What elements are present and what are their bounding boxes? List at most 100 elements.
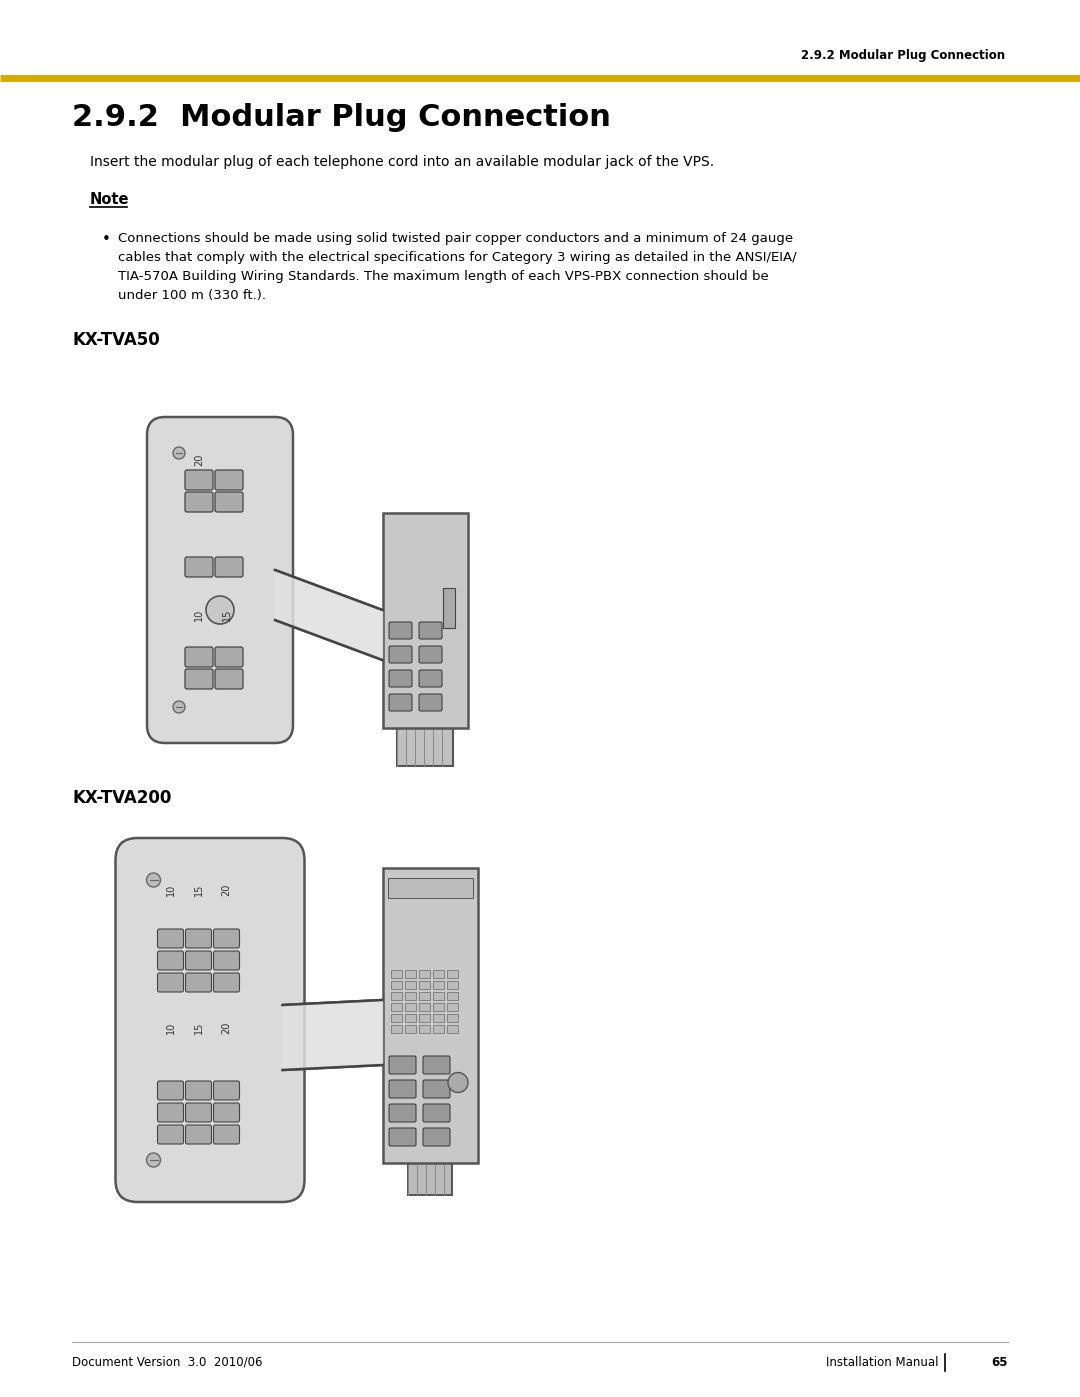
Circle shape <box>147 1153 161 1166</box>
Bar <box>443 588 455 627</box>
Polygon shape <box>275 570 382 659</box>
Bar <box>446 992 458 999</box>
FancyBboxPatch shape <box>214 1081 240 1099</box>
Text: 10: 10 <box>194 609 204 622</box>
FancyBboxPatch shape <box>214 951 240 970</box>
FancyBboxPatch shape <box>186 929 212 949</box>
FancyBboxPatch shape <box>389 1104 416 1122</box>
FancyBboxPatch shape <box>185 492 213 511</box>
Text: KX-TVA50: KX-TVA50 <box>72 331 160 349</box>
Text: •: • <box>102 232 111 247</box>
Bar <box>391 1013 402 1021</box>
FancyBboxPatch shape <box>158 1104 184 1122</box>
FancyBboxPatch shape <box>116 838 305 1201</box>
FancyBboxPatch shape <box>423 1080 450 1098</box>
Bar <box>419 1013 430 1021</box>
Text: 15: 15 <box>222 609 232 622</box>
FancyBboxPatch shape <box>423 1104 450 1122</box>
Text: 20: 20 <box>221 1021 231 1034</box>
Text: Connections should be made using solid twisted pair copper conductors and a mini: Connections should be made using solid t… <box>118 232 793 244</box>
FancyBboxPatch shape <box>186 951 212 970</box>
Bar <box>391 992 402 999</box>
FancyBboxPatch shape <box>215 557 243 577</box>
Bar <box>419 1003 430 1010</box>
Bar <box>391 1003 402 1010</box>
Bar <box>432 981 444 989</box>
Bar <box>419 970 430 978</box>
FancyBboxPatch shape <box>158 951 184 970</box>
Bar <box>432 970 444 978</box>
Bar <box>446 970 458 978</box>
Bar <box>405 992 416 999</box>
Bar <box>405 1013 416 1021</box>
Bar <box>432 1024 444 1032</box>
FancyBboxPatch shape <box>186 972 212 992</box>
Bar <box>432 992 444 999</box>
Bar <box>446 1003 458 1010</box>
FancyBboxPatch shape <box>147 416 293 743</box>
Bar <box>405 1024 416 1032</box>
FancyBboxPatch shape <box>389 1080 416 1098</box>
FancyBboxPatch shape <box>158 1081 184 1099</box>
Text: 2.9.2 Modular Plug Connection: 2.9.2 Modular Plug Connection <box>801 49 1005 61</box>
FancyBboxPatch shape <box>214 1125 240 1144</box>
Circle shape <box>173 701 185 712</box>
Text: Installation Manual: Installation Manual <box>825 1355 939 1369</box>
Bar <box>446 981 458 989</box>
FancyBboxPatch shape <box>419 622 442 638</box>
Bar <box>391 970 402 978</box>
FancyBboxPatch shape <box>158 929 184 949</box>
FancyBboxPatch shape <box>389 1056 416 1074</box>
FancyBboxPatch shape <box>389 1127 416 1146</box>
FancyBboxPatch shape <box>186 1125 212 1144</box>
FancyBboxPatch shape <box>389 671 411 687</box>
Bar <box>382 868 477 1162</box>
FancyBboxPatch shape <box>214 1104 240 1122</box>
Text: 10: 10 <box>165 884 175 895</box>
FancyBboxPatch shape <box>214 929 240 949</box>
Circle shape <box>448 1073 468 1092</box>
FancyBboxPatch shape <box>185 469 213 490</box>
Circle shape <box>173 447 185 460</box>
FancyBboxPatch shape <box>215 669 243 689</box>
FancyBboxPatch shape <box>158 1125 184 1144</box>
Text: 20: 20 <box>221 884 231 897</box>
Text: Insert the modular plug of each telephone cord into an available modular jack of: Insert the modular plug of each telephon… <box>90 155 714 169</box>
FancyBboxPatch shape <box>214 972 240 992</box>
Text: under 100 m (330 ft.).: under 100 m (330 ft.). <box>118 289 266 302</box>
Circle shape <box>147 873 161 887</box>
FancyBboxPatch shape <box>186 1104 212 1122</box>
Text: KX-TVA200: KX-TVA200 <box>72 789 172 807</box>
Bar <box>419 1024 430 1032</box>
Bar <box>419 981 430 989</box>
FancyBboxPatch shape <box>215 492 243 511</box>
Bar <box>408 1161 453 1194</box>
Bar <box>388 877 473 897</box>
Bar <box>382 513 468 728</box>
Circle shape <box>206 597 234 624</box>
Bar <box>432 1013 444 1021</box>
Polygon shape <box>283 1000 382 1070</box>
FancyBboxPatch shape <box>419 645 442 664</box>
Text: Note: Note <box>90 193 130 208</box>
Text: 2.9.2  Modular Plug Connection: 2.9.2 Modular Plug Connection <box>72 103 611 133</box>
FancyBboxPatch shape <box>423 1056 450 1074</box>
FancyBboxPatch shape <box>389 645 411 664</box>
FancyBboxPatch shape <box>389 622 411 638</box>
Text: 65: 65 <box>991 1355 1009 1369</box>
Text: cables that comply with the electrical specifications for Category 3 wiring as d: cables that comply with the electrical s… <box>118 251 797 264</box>
Bar <box>397 725 453 766</box>
FancyBboxPatch shape <box>215 469 243 490</box>
Text: 20: 20 <box>194 454 204 467</box>
Bar <box>391 981 402 989</box>
FancyBboxPatch shape <box>158 972 184 992</box>
FancyBboxPatch shape <box>185 557 213 577</box>
Bar <box>446 1024 458 1032</box>
FancyBboxPatch shape <box>185 669 213 689</box>
FancyBboxPatch shape <box>185 647 213 666</box>
FancyBboxPatch shape <box>419 694 442 711</box>
FancyBboxPatch shape <box>215 647 243 666</box>
Bar <box>432 1003 444 1010</box>
Text: 15: 15 <box>193 1021 203 1034</box>
Text: TIA-570A Building Wiring Standards. The maximum length of each VPS-PBX connectio: TIA-570A Building Wiring Standards. The … <box>118 270 769 284</box>
